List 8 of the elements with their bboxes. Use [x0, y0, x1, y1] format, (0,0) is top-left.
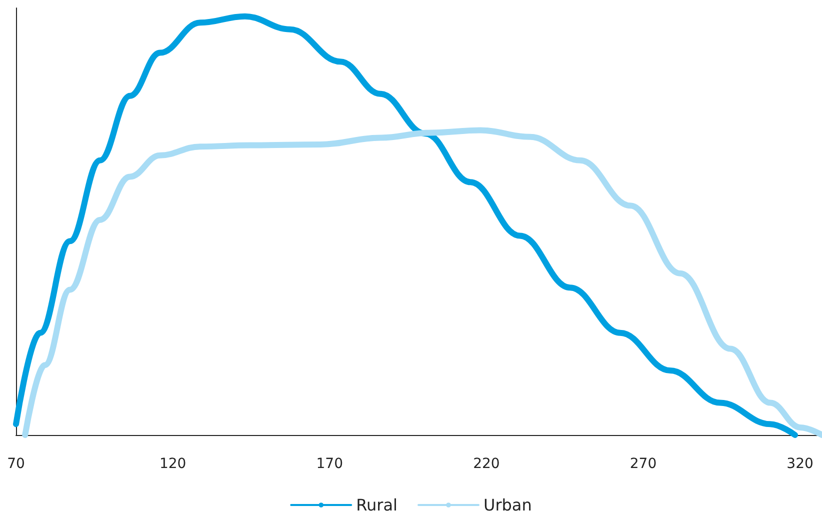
legend-label: Rural [356, 496, 398, 514]
x-tick-label: 320 [786, 456, 814, 472]
x-tick-label: 220 [473, 456, 500, 472]
legend-label: Urban [483, 496, 532, 514]
x-tick-label: 120 [159, 456, 186, 472]
x-tick-label: 270 [630, 456, 657, 472]
x-tick-label: 70 [7, 456, 25, 472]
x-tick-label: 170 [316, 456, 343, 472]
